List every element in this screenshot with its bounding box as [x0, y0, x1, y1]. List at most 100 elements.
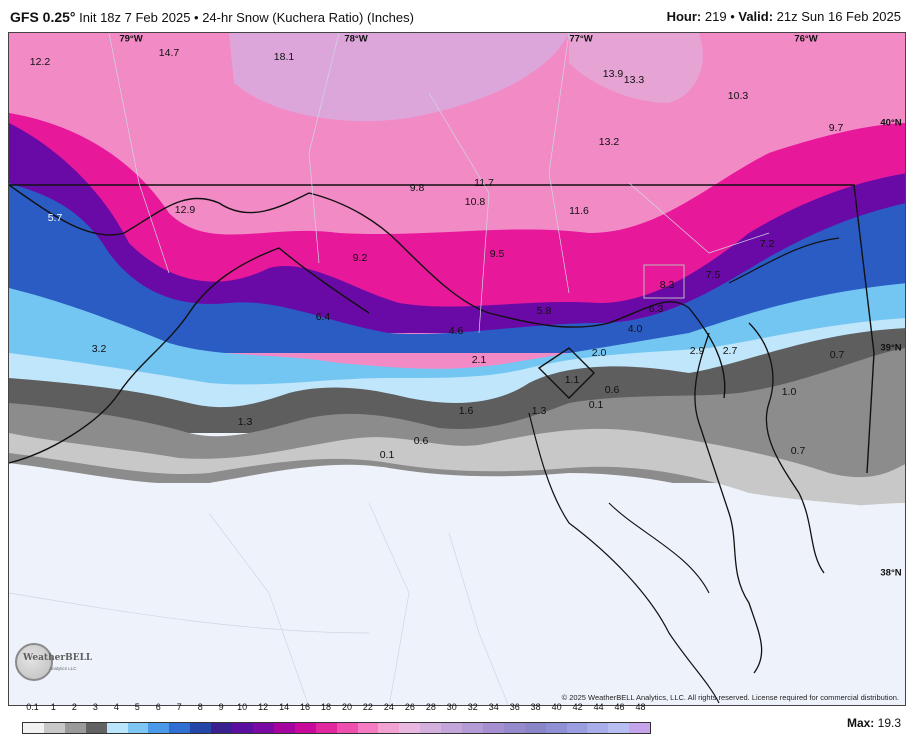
snow-value: 10.3	[727, 90, 749, 102]
snow-value: 11.7	[474, 177, 494, 189]
snow-value: 11.6	[569, 205, 589, 217]
weatherbell-logo: WeatherBELL Analytics LLC	[13, 641, 92, 681]
legend-tick-label: 28	[425, 702, 436, 712]
legend-tick-label: 0.1	[26, 702, 39, 712]
legend-tick-label: 3	[92, 702, 98, 712]
legend-tick-label: 12	[258, 702, 269, 712]
legend-swatch	[462, 723, 483, 733]
snow-value: 4.6	[448, 325, 464, 337]
grid-label: 38°N	[880, 567, 902, 579]
max-label: Max:	[846, 716, 875, 730]
rappahannock-river	[608, 502, 710, 594]
snow-value: 5.7	[47, 212, 63, 224]
snow-value: 1.3	[531, 405, 547, 417]
band-lavender-2	[569, 33, 703, 103]
legend-tick-label: 2	[71, 702, 77, 712]
snow-value: 9.2	[352, 252, 368, 264]
legend-swatch	[190, 723, 212, 733]
snowfall-map[interactable]: 79°W 78°W 77°W 76°W 40°N 39°N 38°N 12.2 …	[8, 32, 906, 706]
snow-value: 12.9	[174, 204, 196, 216]
river-border	[9, 184, 726, 399]
map-canvas	[9, 33, 905, 705]
hour-label: Hour:	[666, 9, 702, 24]
legend-swatch	[232, 723, 253, 733]
snow-value: 8.3	[659, 279, 675, 291]
snow-value: 0.1	[379, 449, 395, 461]
snow-value: 1.3	[237, 416, 253, 428]
snow-value: 0.6	[413, 435, 429, 447]
logo-subtext: Analytics LLC	[49, 666, 77, 671]
model-name: GFS 0.25°	[10, 9, 76, 25]
legend-swatch	[85, 723, 107, 733]
legend-tick-label: 36	[509, 702, 520, 712]
legend-tick-label: 34	[488, 702, 499, 712]
legend-tick-label: 24	[383, 702, 394, 712]
grid-label: 40°N	[880, 117, 902, 129]
legend-swatch	[336, 723, 358, 733]
logo-text: WeatherBELL	[23, 653, 93, 663]
band-lavender	[229, 33, 569, 122]
snow-value: 3.2	[91, 343, 107, 355]
snow-value: 2.7	[722, 345, 738, 357]
snow-value: 2.0	[591, 347, 607, 359]
snow-value: 9.5	[489, 248, 505, 260]
grid-label: 78°W	[344, 33, 368, 45]
legend-tick-label: 18	[321, 702, 332, 712]
snow-value: 14.7	[158, 47, 180, 59]
legend-tick-label: 46	[614, 702, 625, 712]
legend-tick-label: 10	[237, 702, 248, 712]
legend-tick-label: 30	[446, 702, 457, 712]
county-lines	[9, 33, 770, 705]
band-blue	[9, 183, 905, 353]
legend-tick-label: 16	[300, 702, 311, 712]
legend-swatch	[524, 723, 546, 733]
legend-swatch	[43, 723, 65, 733]
snow-value: 5.8	[536, 305, 552, 317]
legend-swatch	[106, 723, 128, 733]
legend-tick-label: 44	[593, 702, 604, 712]
legend-swatch	[23, 723, 44, 733]
legend-tick-label: 26	[404, 702, 415, 712]
snow-value: 13.9	[602, 68, 624, 80]
legend-swatch	[211, 723, 233, 733]
snow-value: 1.6	[458, 405, 474, 417]
snow-value: 13.2	[598, 136, 620, 148]
snow-value: 0.7	[829, 349, 845, 361]
legend-swatch	[315, 723, 337, 733]
potomac-river	[528, 412, 720, 704]
logo-globe-icon	[15, 643, 53, 681]
band-lightgray	[9, 428, 905, 513]
legend-swatch	[587, 723, 609, 733]
bay-east-shore	[748, 322, 825, 574]
legend-tick-label: 7	[176, 702, 182, 712]
init-description: Init 18z 7 Feb 2025 • 24-hr Snow (Kucher…	[75, 10, 414, 25]
legend-tick-label: 14	[279, 702, 290, 712]
valid-value: 21z Sun 16 Feb 2025	[776, 9, 901, 24]
legend-swatch	[169, 723, 191, 733]
snow-value: 2.1	[471, 354, 487, 366]
legend-swatch	[545, 723, 567, 733]
legend-tick-label: 32	[467, 702, 478, 712]
snow-value: 6.4	[315, 311, 331, 323]
legend-swatch	[127, 723, 149, 733]
snow-value: 7.5	[705, 269, 721, 281]
legend-tick-label: 5	[134, 702, 140, 712]
snow-value: 9.7	[828, 122, 844, 134]
legend-swatch	[420, 723, 442, 733]
legend-tick-label: 38	[530, 702, 541, 712]
legend-swatch	[441, 723, 463, 733]
legend-color-bar	[22, 722, 651, 734]
map-title: GFS 0.25° Init 18z 7 Feb 2025 • 24-hr Sn…	[10, 9, 414, 25]
snow-value: 0.7	[790, 445, 806, 457]
snow-value: 12.2	[29, 56, 51, 68]
legend-tick-label: 1	[50, 702, 56, 712]
max-number: 19.3	[877, 716, 901, 730]
bay-west-shore	[694, 332, 763, 674]
legend-tick-label: 20	[341, 702, 352, 712]
legend-tick-label: 40	[551, 702, 562, 712]
snow-value: 0.6	[604, 384, 620, 396]
snow-value: 6.3	[648, 303, 664, 315]
legend-swatch	[252, 723, 274, 733]
snow-value: 1.0	[781, 386, 797, 398]
legend-swatch	[357, 723, 379, 733]
